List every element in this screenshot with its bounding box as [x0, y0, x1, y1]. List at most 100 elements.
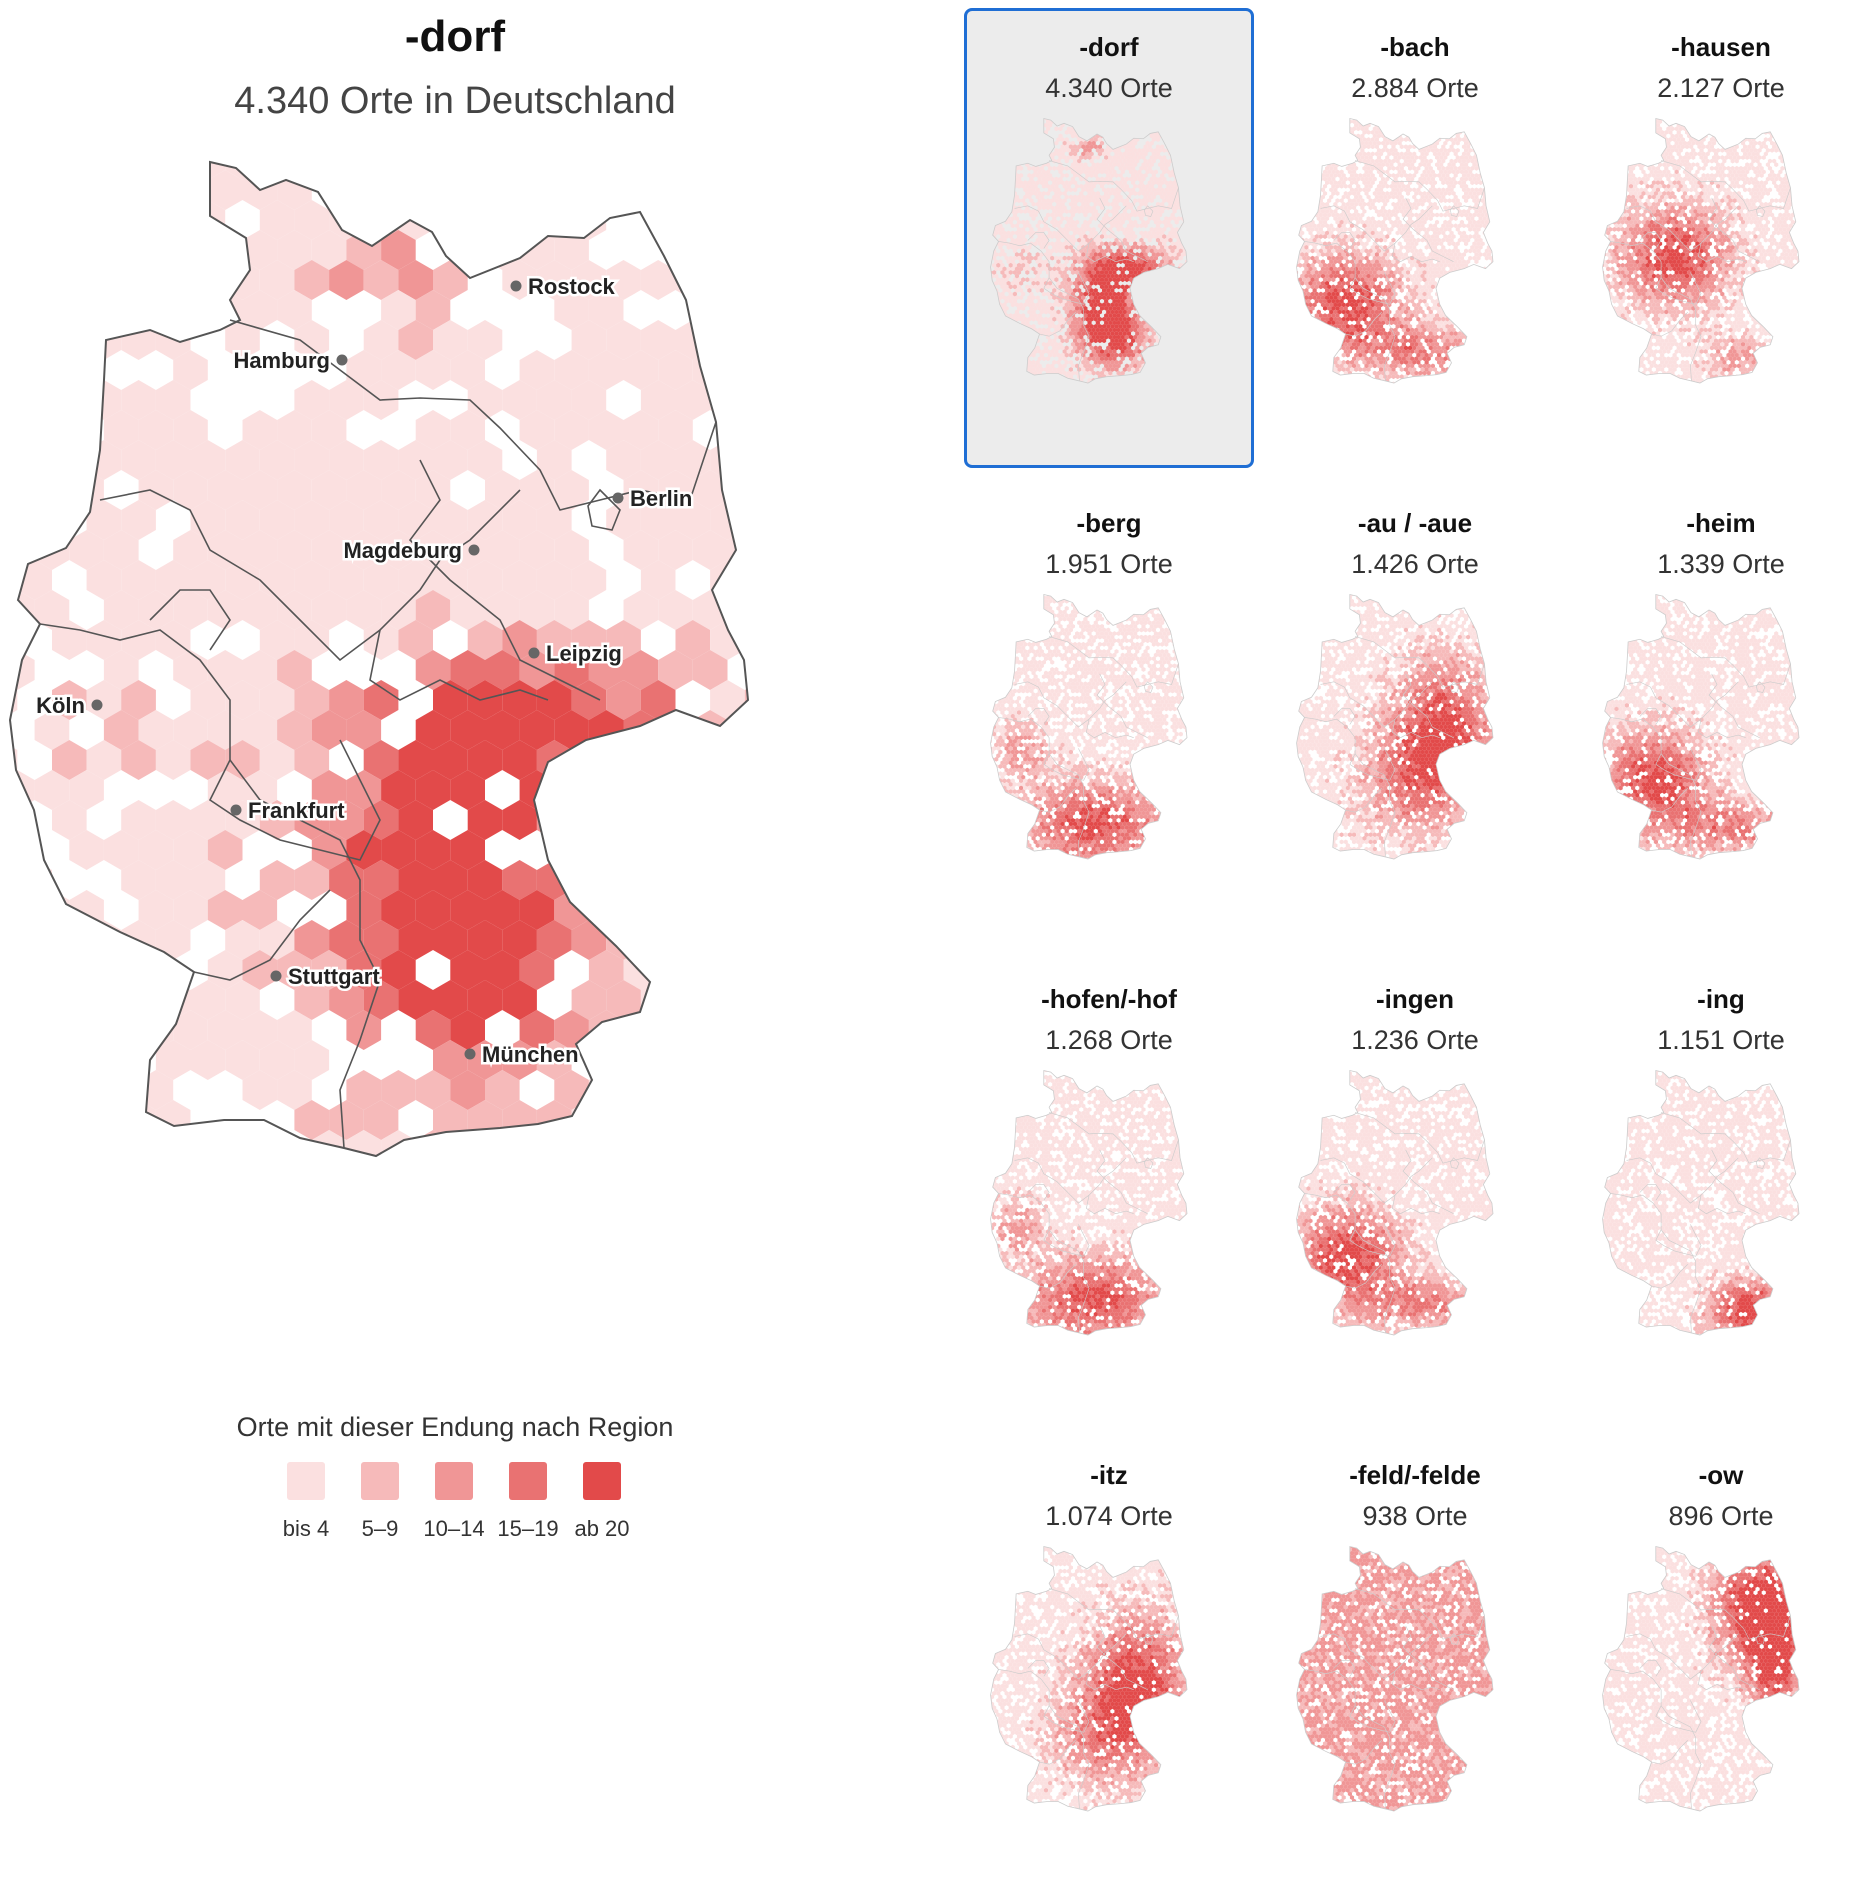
hex-cell	[1092, 435, 1096, 440]
hex-cell	[1146, 313, 1150, 318]
hex-cell	[1052, 432, 1056, 437]
hex-cell	[1229, 328, 1233, 333]
hex-cell	[104, 1130, 139, 1170]
hex-cell	[992, 399, 996, 404]
hex-cell	[1019, 123, 1023, 128]
hex-cell	[1202, 324, 1206, 329]
hex-cell	[866, 1310, 901, 1350]
hex-cell	[173, 1370, 208, 1400]
hex-cell	[1189, 324, 1193, 329]
hex-cell	[1179, 392, 1183, 397]
hex-cell	[1212, 241, 1216, 246]
hex-cell	[156, 1280, 191, 1320]
hex-cell	[1177, 410, 1181, 415]
hex-cell	[745, 680, 780, 720]
hex-cell	[1002, 367, 1006, 372]
hex-cell	[1214, 295, 1218, 300]
legend-item: 5–9	[340, 1462, 420, 1542]
hex-cell	[1181, 389, 1185, 394]
hex-cell	[1199, 421, 1203, 426]
hex-cell	[1143, 281, 1147, 286]
hex-cell	[1224, 241, 1228, 246]
hex-cell	[986, 274, 990, 279]
hex-cell	[992, 306, 996, 311]
hex-cell	[17, 200, 52, 240]
hex-cell	[1202, 238, 1206, 243]
hex-cell	[1191, 249, 1195, 254]
hex-cell	[1208, 198, 1212, 203]
hex-cell	[1040, 144, 1044, 149]
hex-cell	[1098, 432, 1102, 437]
hex-cell	[992, 414, 996, 419]
hex-cell	[1202, 396, 1206, 401]
hex-cell	[1181, 137, 1185, 142]
hex-cell	[1206, 223, 1210, 228]
hex-cell	[364, 1280, 399, 1320]
hex-cell	[1096, 126, 1100, 131]
hex-cell	[1218, 187, 1222, 192]
hex-cell	[1179, 313, 1183, 318]
hex-cell	[1135, 432, 1139, 437]
hex-cell	[994, 360, 998, 365]
hex-cell	[1015, 159, 1019, 164]
hex-cell	[1166, 277, 1170, 282]
hex-cell	[992, 385, 996, 390]
hex-cell	[1133, 407, 1137, 412]
hex-cell	[1183, 155, 1187, 160]
hex-cell	[1129, 378, 1133, 383]
hex-cell	[1189, 425, 1193, 430]
hex-cell	[1131, 130, 1135, 135]
hex-cell	[745, 740, 780, 780]
hex-cell	[1175, 364, 1179, 369]
tile-dorf[interactable]: -dorf 4.340 Orte	[964, 8, 1254, 468]
hex-cell	[1226, 216, 1230, 221]
hex-cell	[1218, 118, 1222, 120]
hex-cell	[1079, 421, 1083, 426]
hex-cell	[831, 1310, 866, 1350]
hex-cell	[994, 425, 998, 430]
hex-cell	[1231, 166, 1235, 171]
hex-cell	[1204, 220, 1208, 225]
hex-cell	[1183, 299, 1187, 304]
hex-cell	[1231, 331, 1235, 336]
hex-cell	[1106, 396, 1110, 401]
hex-cell	[121, 980, 156, 1020]
hex-cell	[1231, 396, 1235, 401]
hex-cell	[797, 470, 832, 510]
hex-cell	[1050, 399, 1054, 404]
hex-cell	[994, 417, 998, 422]
hex-cell	[1187, 134, 1191, 139]
hex-cell	[1146, 292, 1150, 297]
hex-cell	[1160, 302, 1164, 307]
hex-cell	[1034, 378, 1038, 383]
hex-cell	[1216, 169, 1220, 174]
hex-cell	[624, 1310, 659, 1350]
hex-cell	[0, 800, 17, 840]
hex-cell	[1168, 118, 1172, 120]
hex-cell	[1162, 126, 1166, 131]
hex-cell	[1199, 306, 1203, 311]
hex-cell	[1002, 360, 1006, 365]
hex-cell	[1162, 414, 1166, 419]
hex-cell	[35, 890, 70, 930]
hex-cell	[1052, 381, 1056, 386]
hex-cell	[1226, 252, 1230, 257]
hex-cell	[1170, 421, 1174, 426]
hex-cell	[994, 209, 998, 214]
hex-cell	[779, 920, 814, 960]
hex-cell	[1199, 364, 1203, 369]
hex-cell	[1154, 407, 1158, 412]
hex-cell	[1202, 360, 1206, 365]
hex-cell	[866, 1010, 901, 1050]
hex-cell	[1187, 292, 1191, 297]
hex-cell	[1193, 173, 1197, 178]
hex-cell	[1025, 421, 1029, 426]
hex-cell	[1131, 410, 1135, 415]
hex-cell	[1193, 432, 1197, 437]
hex-cell	[1104, 435, 1108, 440]
hex-cell	[1135, 288, 1139, 293]
hex-cell	[1175, 313, 1179, 318]
hex-cell	[1183, 421, 1187, 426]
hex-cell	[1137, 399, 1141, 404]
hex-cell	[779, 860, 814, 900]
